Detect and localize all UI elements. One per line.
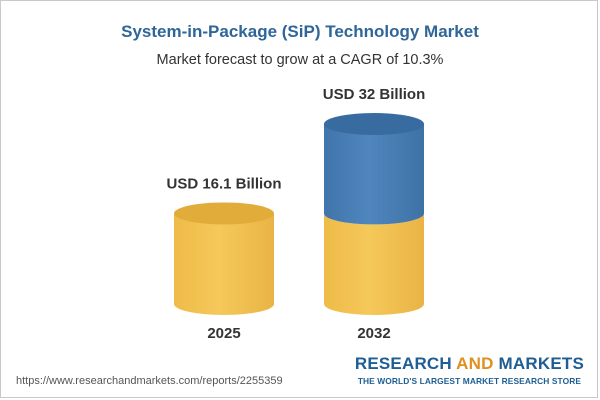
brand-name-and: AND (456, 354, 494, 373)
bar-2032-top (324, 113, 424, 135)
data-label-2025: USD 16.1 Billion (166, 175, 281, 192)
brand-name: RESEARCH AND MARKETS (355, 354, 584, 374)
chart-title: System-in-Package (SiP) Technology Marke… (121, 22, 479, 41)
bar-2025-body (174, 213, 274, 315)
brand-name-part1: RESEARCH (354, 354, 457, 373)
source-url[interactable]: https://www.researchandmarkets.com/repor… (16, 375, 283, 387)
brand-tagline: THE WORLD'S LARGEST MARKET RESEARCH STOR… (357, 376, 582, 386)
bar-2032-growth-segment (324, 124, 424, 225)
x-tick-label-2025: 2025 (207, 325, 240, 342)
x-tick-label-2032: 2032 (357, 325, 390, 342)
brand-logo[interactable]: RESEARCH AND MARKETS THE WORLD'S LARGEST… (355, 354, 584, 386)
brand-name-part3: MARKETS (493, 354, 584, 373)
data-label-2032: USD 32 Billion (323, 86, 426, 103)
bar-2032-base-segment (324, 213, 424, 315)
chart-subtitle: Market forecast to grow at a CAGR of 10.… (156, 52, 444, 68)
bar-2025-top (174, 202, 274, 225)
